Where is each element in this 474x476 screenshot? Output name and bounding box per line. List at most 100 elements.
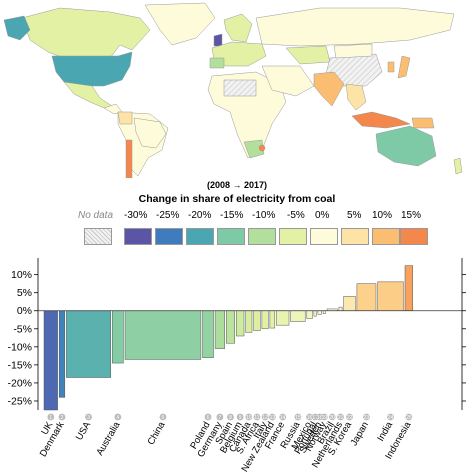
legend-label: -30%: [124, 210, 148, 221]
rank-marker: [227, 413, 234, 421]
rank-label: 16: [307, 415, 313, 421]
rank-label: 20: [329, 415, 335, 421]
category-label: USA: [74, 419, 94, 442]
y-tick-label: -5%: [13, 323, 32, 335]
bar: [313, 310, 317, 317]
rank-label: 17: [312, 415, 318, 421]
rank-label: 4: [116, 415, 119, 421]
rank-label: 22: [347, 415, 353, 421]
rank-marker: [268, 413, 276, 421]
rank-marker: [261, 413, 269, 421]
rank-label: 12: [262, 415, 268, 421]
bar: [112, 310, 124, 364]
map-middle-east: [261, 65, 315, 97]
rank-label: 5: [162, 415, 165, 421]
legend-label: 10%: [372, 210, 393, 221]
map-indonesia: [351, 111, 411, 129]
map-alaska: [3, 15, 31, 41]
legend-label: -25%: [156, 210, 180, 221]
bar: [253, 310, 261, 331]
bar: [317, 310, 322, 315]
bar: [322, 310, 326, 314]
legend-swatch: [372, 228, 400, 245]
map-japan: [397, 55, 411, 79]
rank-label: 9: [239, 415, 242, 421]
rank-marker: [328, 413, 336, 421]
map-greenland: [144, 2, 216, 46]
bar: [261, 310, 269, 330]
map-new-zealand: [453, 157, 463, 175]
rank-label: 25: [406, 415, 412, 421]
rank-marker: [114, 413, 122, 421]
map-southeast-asia: [345, 83, 367, 111]
y-tick-label: -15%: [7, 359, 32, 371]
rank-marker: [320, 413, 328, 421]
bar: [356, 283, 377, 311]
legend-swatch: [341, 228, 369, 245]
rank-label: 23: [364, 415, 370, 421]
period-label: (2008 → 2017): [206, 180, 268, 190]
legend-swatch: [400, 228, 428, 245]
rank-marker: [159, 413, 167, 421]
rank-label: 24: [388, 415, 394, 421]
bar: [202, 310, 214, 358]
rank-label: 15: [295, 415, 301, 421]
map-mozambique-marker: [258, 144, 266, 152]
rank-label: 6: [207, 415, 210, 421]
map-canada: [21, 7, 151, 61]
rank-marker: [405, 413, 413, 421]
legend-label: 15%: [401, 210, 422, 221]
map-chile: [125, 139, 133, 178]
map-colombia: [117, 111, 133, 125]
bar: [338, 306, 343, 311]
bar-chart: 10%5%0%-5%-10%-15%-20%-25%1UK2Denmark3US…: [7, 258, 466, 474]
rank-label: 11: [254, 415, 259, 421]
rank-marker: [236, 413, 244, 421]
rank-label: 19: [322, 415, 328, 421]
y-tick-label: -25%: [7, 395, 32, 407]
rank-label: 3: [87, 415, 90, 421]
bar: [236, 310, 245, 337]
rank-label: 2: [61, 415, 64, 421]
rank-label: 7: [219, 415, 222, 421]
legend-label: 0%: [315, 210, 330, 221]
rank-marker: [85, 413, 92, 421]
rank-marker: [245, 413, 253, 421]
y-tick-label: 10%: [11, 269, 32, 281]
map-korea: [387, 61, 395, 73]
map-india: [313, 71, 345, 107]
bar: [343, 296, 356, 311]
legend-label: -15%: [220, 210, 244, 221]
rank-label: 1: [49, 415, 52, 421]
y-tick-label: -20%: [7, 377, 32, 389]
bar: [269, 310, 276, 329]
map-uk: [213, 33, 223, 47]
bar: [306, 310, 313, 319]
y-tick-label: 5%: [17, 287, 32, 299]
map-russia: [255, 7, 455, 47]
map-australia: [375, 125, 437, 167]
rank-label: 10: [246, 415, 252, 421]
map-sahara-nodata: [223, 79, 257, 97]
legend-label-no-data: No data: [78, 210, 114, 221]
legend-title: Change in share of electricity from coal: [138, 193, 336, 205]
bar: [276, 310, 290, 326]
rank-marker: [204, 413, 212, 421]
bar: [377, 281, 404, 311]
map-south-africa: [243, 139, 265, 159]
legend-swatch-no-data: [84, 228, 112, 245]
legend-swatch: [124, 228, 152, 245]
legend-swatch: [248, 228, 276, 245]
rank-marker: [346, 413, 353, 421]
legend-swatch: [279, 228, 307, 245]
legend-swatch: [217, 228, 245, 245]
world-map: [3, 2, 463, 178]
map-spain: [209, 57, 225, 69]
category-label: China: [146, 419, 168, 447]
rank-marker: [216, 413, 224, 421]
map-kazakhstan: [285, 45, 331, 65]
rank-marker: [363, 413, 370, 421]
map-mongolia: [333, 43, 373, 59]
bar: [290, 310, 306, 322]
rank-label: 14: [280, 415, 286, 421]
